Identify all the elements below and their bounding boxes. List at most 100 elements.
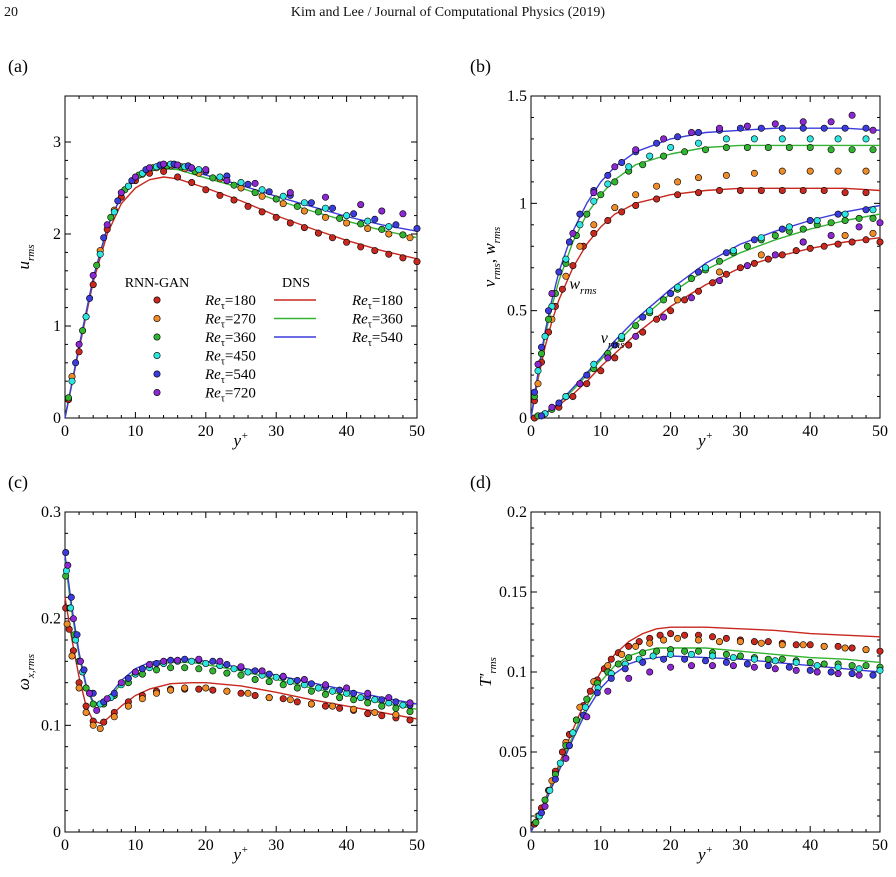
rnn-point-re720 <box>562 754 570 762</box>
panel-label: (d) <box>470 472 491 493</box>
rnn-point-re270 <box>89 721 97 729</box>
legend-dns-label-re360: Reτ=360 <box>351 312 403 331</box>
legend-label-prefix: Re <box>204 367 221 383</box>
y-tick-label: 1.5 <box>507 88 527 105</box>
rnn-point-re180 <box>279 695 287 703</box>
rnn-point-re180 <box>286 219 294 227</box>
rnn-point-re360 <box>862 662 870 670</box>
rnn-point-re180 <box>251 691 259 699</box>
rnn-point-re720 <box>103 695 111 703</box>
legend-marker-re720 <box>153 388 161 396</box>
rnn-point-re540 <box>750 236 758 244</box>
rnn-point-re450 <box>813 217 821 225</box>
rnn-point-re270 <box>778 167 786 175</box>
rnn-point-re180 <box>75 348 83 356</box>
rnn-point-re180 <box>876 647 884 655</box>
rnn-point-re720 <box>869 126 877 134</box>
rnn-point-re450 <box>68 377 76 385</box>
rnn-point-re270 <box>834 167 842 175</box>
rnn-point-re270 <box>674 634 682 642</box>
rnn-point-re540 <box>820 124 828 132</box>
rnn-point-re180 <box>694 287 702 295</box>
rnn-point-re180 <box>209 686 217 694</box>
x-axis-label-sup: + <box>241 844 248 856</box>
rnn-point-re360 <box>364 699 372 707</box>
x-tick-label: 10 <box>127 423 143 440</box>
rnn-point-re540 <box>565 742 573 750</box>
rnn-point-re450 <box>674 283 682 291</box>
rnn-point-re270 <box>153 689 161 697</box>
rnn-point-re540 <box>621 665 629 673</box>
legend: RNN-GAN DNSReτ=180Reτ=270Reτ=360Reτ=450Re… <box>125 276 403 405</box>
rnn-point-re360 <box>293 684 301 692</box>
rnn-point-re450 <box>750 135 758 143</box>
y-axis-label-main: u <box>14 261 33 270</box>
rnn-point-re450 <box>750 655 758 663</box>
rnn-point-re540 <box>392 221 400 229</box>
rnn-point-re360 <box>681 647 689 655</box>
legend-dns-label-re540: Reτ=540 <box>351 330 403 349</box>
rnn-point-re180 <box>722 270 730 278</box>
rnn-point-re540 <box>674 133 682 141</box>
rnn-point-re360 <box>764 655 772 663</box>
rnn-point-re270 <box>223 687 231 695</box>
rnn-point-re540 <box>660 655 668 663</box>
rnn-point-re180 <box>558 285 566 293</box>
rnn-point-re450 <box>321 204 329 212</box>
y-axis-label-sub: rms <box>25 244 37 261</box>
rnn-point-re720 <box>771 251 779 259</box>
rnn-point-re720 <box>357 201 365 209</box>
rnn-point-re540 <box>265 670 273 678</box>
rnn-point-re360 <box>223 669 231 677</box>
rnn-point-re360 <box>743 144 751 152</box>
rnn-point-re180 <box>667 630 675 638</box>
rnn-point-re180 <box>195 685 203 693</box>
rnn-point-re360 <box>378 702 386 710</box>
rnn-point-re540 <box>653 139 661 147</box>
y-tick-label: 2 <box>53 226 61 243</box>
rnn-point-re720 <box>646 668 654 676</box>
rnn-point-re720 <box>548 289 556 297</box>
rnn-point-re540 <box>583 371 591 379</box>
y-axis-label: urms <box>14 244 37 269</box>
legend-header-dns: DNS <box>282 276 310 291</box>
rnn-point-re720 <box>160 657 168 665</box>
rnn-point-re540 <box>701 657 709 665</box>
rnn-point-re540 <box>722 249 730 257</box>
rnn-point-re540 <box>785 663 793 671</box>
rnn-point-re540 <box>124 674 132 682</box>
rnn-point-re180 <box>300 224 308 232</box>
rnn-point-re180 <box>174 173 182 181</box>
y-tick-label: 0 <box>519 410 527 427</box>
rnn-point-re720 <box>632 332 640 340</box>
rnn-point-re540 <box>544 307 552 315</box>
rnn-point-re540 <box>722 658 730 666</box>
rnn-point-re720 <box>117 189 125 197</box>
rnn-point-re360 <box>251 675 259 683</box>
rnn-point-re720 <box>660 135 668 143</box>
plot-frame <box>64 95 418 419</box>
rnn-point-re450 <box>546 786 554 794</box>
rnn-point-re450 <box>667 144 675 152</box>
rnn-point-re720 <box>86 689 94 697</box>
rnn-point-re540 <box>639 313 647 321</box>
rnn-point-re720 <box>343 684 351 692</box>
y-tick-label: 1 <box>519 195 527 212</box>
rnn-point-re540 <box>618 159 626 167</box>
rnn-point-re540 <box>328 204 336 212</box>
rnn-point-re360 <box>82 684 90 692</box>
rnn-point-re720 <box>548 403 556 411</box>
x-tick-label: 40 <box>339 423 355 440</box>
legend-dns-label-re180: Reτ=180 <box>351 293 403 312</box>
rnn-point-re270 <box>757 639 765 647</box>
x-tick-label: 50 <box>872 837 888 854</box>
y-tick-label: 0.1 <box>41 717 61 734</box>
rnn-point-re180 <box>834 642 842 650</box>
rnn-point-re270 <box>862 646 870 654</box>
rnn-point-re720 <box>625 674 633 682</box>
rnn-point-re450 <box>195 166 203 174</box>
rnn-point-re180 <box>328 234 336 242</box>
rnn-point-re720 <box>174 656 182 664</box>
rnn-point-re720 <box>103 221 111 229</box>
